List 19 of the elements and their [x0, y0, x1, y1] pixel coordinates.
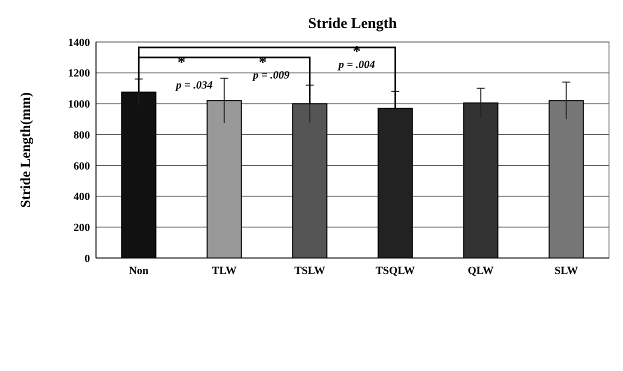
y-tick-label: 600 — [74, 160, 90, 172]
x-tick-label: TSLW — [294, 265, 326, 277]
chart-title: Stride Length — [308, 16, 398, 32]
x-tick-label: TSQLW — [376, 265, 415, 277]
y-tick-label: 1400 — [68, 36, 90, 49]
y-tick-label: 200 — [74, 222, 90, 234]
y-tick-label: 400 — [74, 191, 90, 204]
x-tick-label: TLW — [212, 265, 237, 277]
x-tick-label: SLW — [554, 265, 578, 277]
x-tick-label: Non — [128, 265, 149, 277]
y-tick-label: 800 — [74, 129, 90, 142]
y-axis-title: Stride Length(mm) — [19, 92, 34, 208]
y-tick-label: 1200 — [68, 68, 90, 80]
y-tick-label: 1000 — [68, 98, 90, 111]
annotation: p = .004 — [338, 59, 376, 72]
x-tick-label: QLW — [468, 265, 494, 277]
annotation: p = .034 — [175, 79, 214, 92]
annotation: p = .009 — [252, 69, 290, 82]
y-tick-label: 0 — [84, 252, 90, 265]
